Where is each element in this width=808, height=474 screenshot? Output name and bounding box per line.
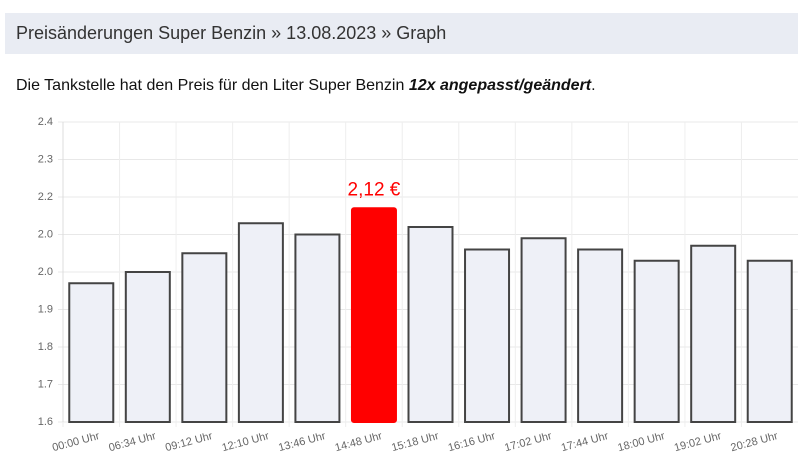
y-tick-label: 1.6 [38, 416, 53, 428]
intro-emphasis: 12x angepasst/geändert [408, 77, 592, 94]
y-tick-label: 2.0 [38, 228, 53, 240]
x-tick-label: 16:16 Uhr [447, 430, 497, 454]
bar [746, 259, 793, 423]
x-tick-label: 17:02 Uhr [503, 430, 553, 454]
bar [237, 222, 284, 423]
y-tick-label: 1.8 [38, 341, 53, 353]
y-tick-label: 1.7 [38, 378, 53, 390]
y-tick-label: 2.4 [38, 116, 53, 128]
x-tick-label: 12:10 Uhr [221, 430, 271, 454]
y-tick-label: 2.3 [38, 153, 53, 165]
bar-annotation: 2,12 € [348, 179, 401, 200]
x-tick-label: 19:02 Uhr [673, 430, 723, 454]
header-title: Preisänderungen Super Benzin » 13.08.202… [16, 23, 447, 43]
bar [633, 259, 680, 423]
intro-end: . [591, 77, 596, 94]
x-tick-label: 17:44 Uhr [560, 430, 610, 454]
bar [181, 252, 228, 423]
bar [68, 282, 115, 423]
bar [577, 248, 624, 423]
bar [294, 233, 341, 423]
x-tick-label: 13:46 Uhr [277, 430, 327, 454]
x-tick-label: 15:18 Uhr [390, 430, 440, 454]
x-tick-label: 20:28 Uhr [729, 430, 779, 454]
header: Preisänderungen Super Benzin » 13.08.202… [5, 13, 798, 54]
x-tick-label: 00:00 Uhr [51, 430, 101, 454]
bar [350, 207, 397, 423]
intro: Die Tankstelle hat den Preis für den Lit… [16, 77, 596, 95]
x-tick-label: 14:48 Uhr [334, 430, 384, 454]
bar [520, 237, 567, 423]
x-tick-label: 18:00 Uhr [616, 430, 666, 454]
bar [690, 244, 737, 423]
bar [464, 248, 511, 423]
bar [124, 271, 171, 423]
y-tick-label: 2.0 [38, 266, 53, 278]
x-tick-label: 09:12 Uhr [164, 430, 214, 454]
x-tick-label: 06:34 Uhr [108, 430, 158, 454]
intro-text: Die Tankstelle hat den Preis für den Lit… [16, 77, 409, 94]
y-tick-label: 1.9 [38, 303, 53, 315]
y-tick-label: 2.2 [38, 191, 53, 203]
bar [407, 226, 454, 423]
